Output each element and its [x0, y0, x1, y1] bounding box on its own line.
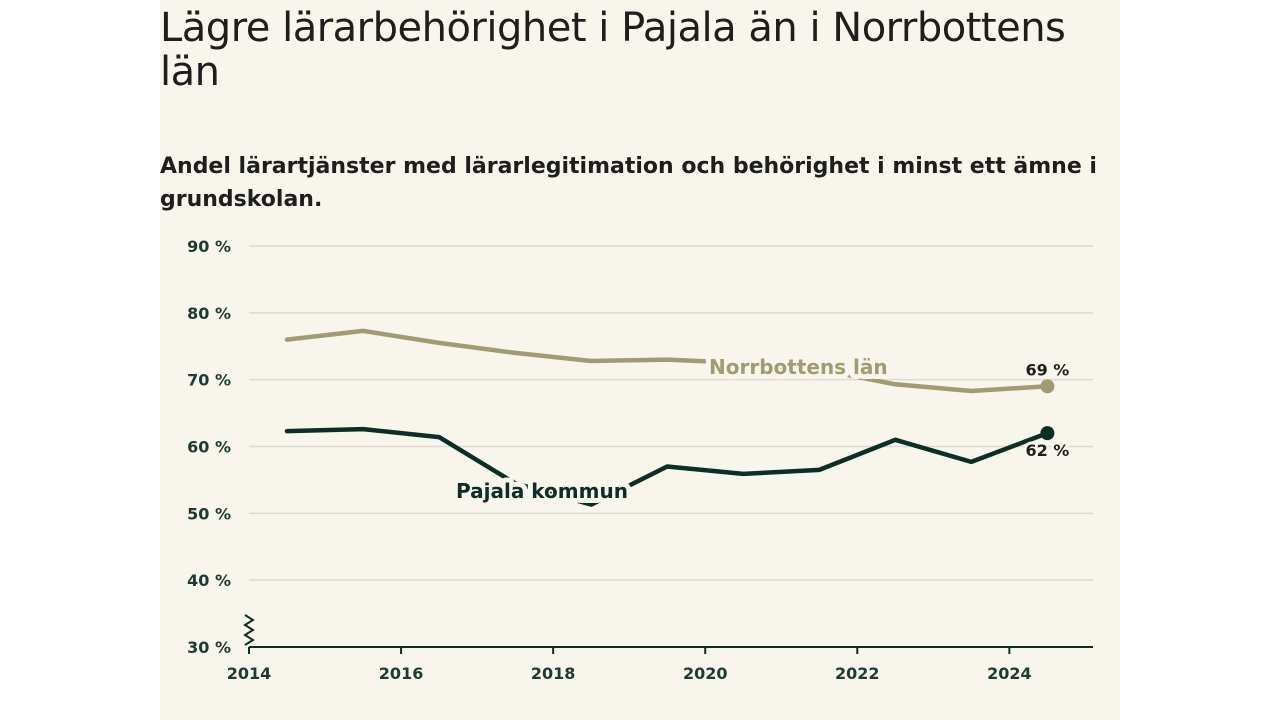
series-line-pajala [284, 426, 1050, 507]
x-axis: 2014 2016 2018 2020 2022 2024 [227, 614, 1093, 683]
y-tick-label: 60 % [187, 438, 231, 457]
y-tick-label: 70 % [187, 371, 231, 390]
series-line-norrbotten [284, 328, 1050, 394]
y-tick-label: 30 % [187, 638, 231, 657]
axis-break-icon [243, 614, 255, 646]
y-axis-ticks: 30 % 40 % 50 % 60 % 70 % 80 % 90 % [187, 237, 231, 657]
x-tick-label: 2024 [987, 664, 1032, 683]
y-tick-label: 90 % [187, 237, 231, 256]
chart-subtitle: Andel lärartjänster med lärarlegitimatio… [160, 154, 1097, 212]
series-label-pajala: Pajala kommun [456, 479, 628, 503]
x-tick-label: 2014 [227, 664, 272, 683]
x-tick-label: 2022 [835, 664, 880, 683]
x-tick-label: 2020 [683, 664, 728, 683]
end-label-norrbotten: 69 % [1025, 360, 1069, 379]
y-tick-label: 40 % [187, 571, 231, 590]
series-labels: Norrbottens län Pajala kommun 69 % 62 % [451, 350, 1072, 508]
gridlines [249, 245, 1093, 581]
series-endpoint-pajala [1040, 426, 1055, 441]
end-label-pajala: 62 % [1025, 441, 1069, 460]
y-tick-label: 50 % [187, 504, 231, 523]
series-group [284, 328, 1055, 507]
y-tick-label: 80 % [187, 304, 231, 323]
x-tick-label: 2016 [379, 664, 424, 683]
chart-title: Lägre lärarbehörighet i Pajala än i Norr… [160, 5, 1066, 95]
series-endpoint-norrbotten [1040, 379, 1055, 394]
x-tick-label: 2018 [531, 664, 576, 683]
series-label-norrbotten: Norrbottens län [709, 355, 888, 379]
